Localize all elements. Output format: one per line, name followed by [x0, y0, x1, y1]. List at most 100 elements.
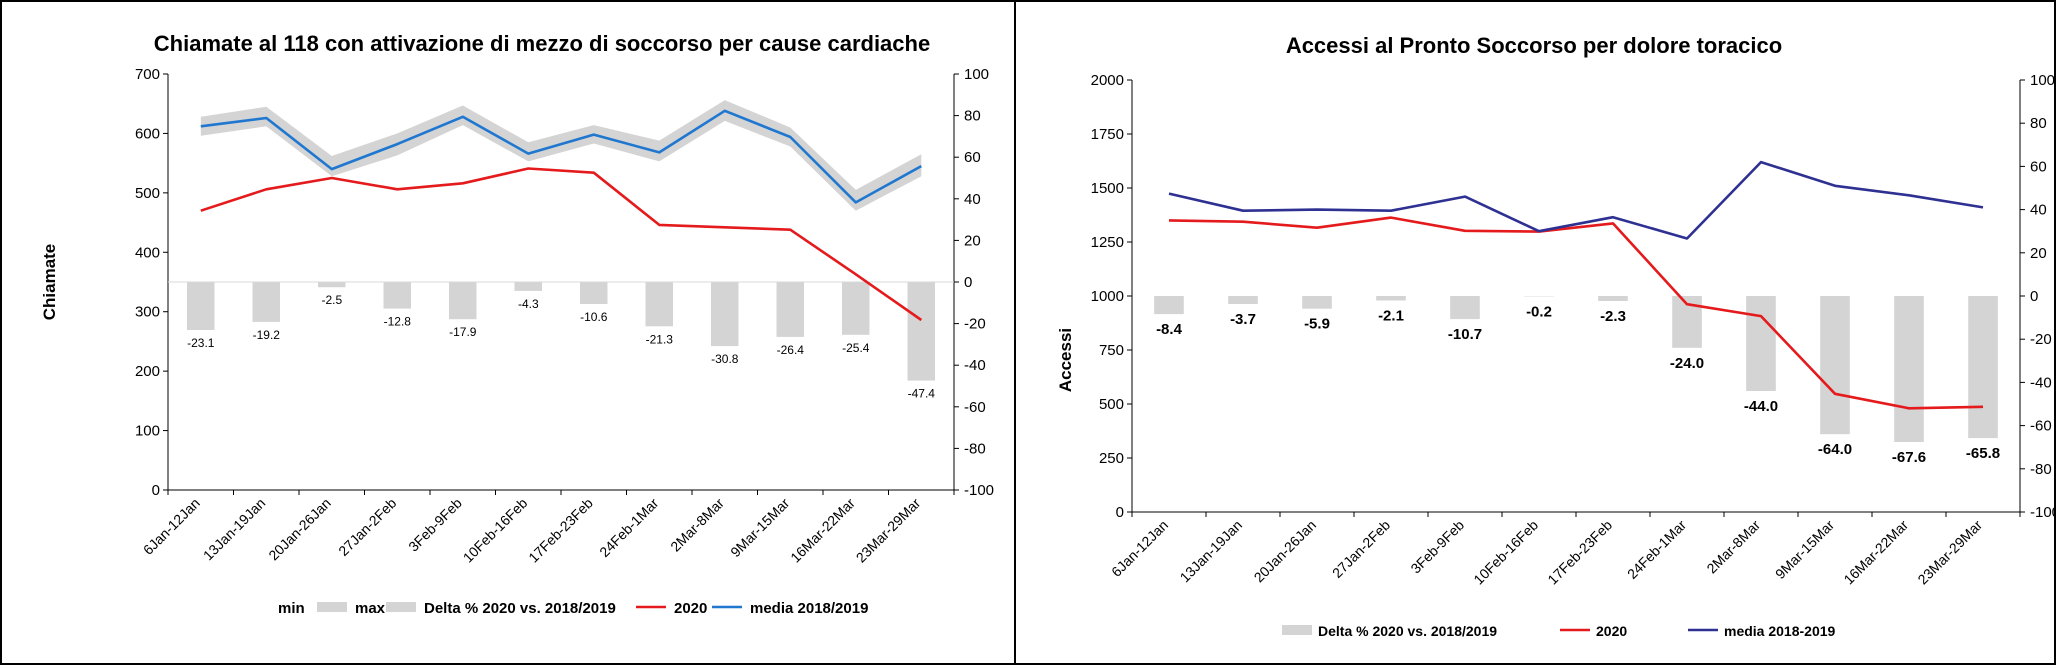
data-label: -23.1	[187, 336, 215, 350]
delta-bar	[187, 282, 215, 330]
band-max-area	[201, 100, 922, 211]
data-labels: -8.4-3.7-5.9-2.1-10.7-0.2-2.3-24.0-44.0-…	[1156, 303, 2000, 466]
x-tick-label: 9Mar-15Mar	[1772, 517, 1837, 582]
data-label: -25.4	[842, 341, 870, 355]
series-line-2020	[201, 169, 922, 321]
y-tick-label: 700	[135, 66, 160, 83]
y2-tick-label: 20	[2030, 245, 2047, 262]
delta-bar	[842, 282, 870, 335]
chart-title: Chiamate al 118 con attivazione di mezzo…	[154, 31, 930, 56]
delta-bar	[1228, 296, 1258, 304]
y2-tick-label: 60	[964, 149, 981, 166]
data-label: -2.3	[1600, 308, 1626, 325]
x-tick-label: 27Jan-2Feb	[335, 495, 399, 559]
y-tick-label: 1250	[1091, 234, 1124, 251]
data-label: -2.1	[1378, 308, 1404, 325]
delta-bar	[1154, 296, 1184, 314]
y-tick-label: 500	[1099, 396, 1124, 413]
data-label: -30.8	[711, 352, 739, 366]
legend-label: min	[278, 600, 305, 617]
y-tick-label: 250	[1099, 450, 1124, 467]
x-tick-label: 9Mar-15Mar	[727, 495, 792, 560]
x-tick-label: 16Mar-22Mar	[787, 495, 858, 566]
data-label: -3.7	[1230, 311, 1256, 328]
y2-tick-label: -40	[964, 357, 986, 374]
delta-bar	[1376, 296, 1406, 301]
x-tick-label: 23Mar-29Mar	[853, 495, 924, 566]
legend-label: 2020	[674, 600, 707, 617]
y-tick-label: 1000	[1091, 288, 1124, 305]
delta-bar	[1820, 296, 1850, 434]
series-lines	[1169, 162, 1983, 408]
series-line-2020	[1169, 218, 1983, 409]
delta-bar	[1302, 296, 1332, 309]
x-tick-label: 10Feb-16Feb	[460, 495, 531, 566]
delta-bar	[711, 282, 739, 346]
x-tick-label: 20Jan-26Jan	[265, 495, 334, 564]
legend-label: Delta % 2020 vs. 2018/2019	[424, 600, 616, 617]
y2-tick-label: -100	[964, 482, 994, 499]
delta-bar	[1746, 296, 1776, 391]
data-label: -65.8	[1966, 445, 2000, 462]
delta-bar	[1450, 296, 1480, 319]
y2-tick-label: 0	[964, 274, 972, 291]
chart-chiamate-118: Chiamate al 118 con attivazione di mezzo…	[2, 2, 1014, 663]
data-label: -24.0	[1670, 355, 1704, 372]
y2-tick-label: -20	[2030, 331, 2052, 348]
x-tick-label: 10Feb-16Feb	[1470, 517, 1541, 588]
x-tick-label: 17Feb-23Feb	[525, 495, 596, 566]
x-tick-label: 13Jan-19Jan	[200, 495, 269, 564]
y-tick-label: 750	[1099, 342, 1124, 359]
data-label: -21.3	[646, 332, 674, 346]
y-tick-label: 0	[1116, 504, 1124, 521]
legend-label: Delta % 2020 vs. 2018/2019	[1318, 623, 1497, 639]
x-tick-label: 13Jan-19Jan	[1177, 517, 1246, 586]
chart-title: Accessi al Pronto Soccorso per dolore to…	[1286, 33, 1782, 58]
x-tick-label: 2Mar-8Mar	[1703, 517, 1763, 577]
y2-tick-label: -80	[964, 440, 986, 457]
y-tick-label: 600	[135, 125, 160, 142]
y2-tick-label: 0	[2030, 288, 2038, 305]
y-tick-label: 1750	[1091, 126, 1124, 143]
y2-tick-label: 80	[2030, 115, 2047, 132]
x-tick-label: 17Feb-23Feb	[1544, 517, 1615, 588]
panel-pronto-soccorso: Accessi al Pronto Soccorso per dolore to…	[1014, 0, 2056, 665]
y-tick-label: 0	[152, 482, 160, 499]
x-tick-label: 6Jan-12Jan	[140, 495, 203, 558]
data-label: -0.2	[1526, 303, 1552, 320]
data-labels: -23.1-19.2-2.5-12.8-17.9-4.3-10.6-21.3-3…	[187, 293, 935, 400]
y2-tick-label: 20	[964, 232, 981, 249]
y-tick-label: 1500	[1091, 180, 1124, 197]
panel-chiamate-118: Chiamate al 118 con attivazione di mezzo…	[0, 0, 1016, 665]
delta-bar	[646, 282, 674, 326]
y2-tick-label: 100	[964, 66, 989, 83]
x-tick-label: 24Feb-1Mar	[596, 495, 661, 560]
data-label: -67.6	[1892, 449, 1926, 466]
data-label: -8.4	[1156, 321, 1183, 338]
delta-bar	[908, 282, 936, 381]
y2-tick-label: 60	[2030, 158, 2047, 175]
data-label: -10.6	[580, 310, 608, 324]
x-tick-label: 16Mar-22Mar	[1840, 517, 1911, 588]
x-tick-label: 27Jan-2Feb	[1329, 517, 1393, 581]
data-label: -44.0	[1744, 398, 1778, 415]
data-label: -10.7	[1448, 326, 1482, 343]
y-axis-label: Accessi	[1056, 328, 1075, 392]
delta-bar	[384, 282, 412, 309]
y-tick-label: 100	[135, 423, 160, 440]
y2-tick-label: 40	[2030, 202, 2047, 219]
y-tick-label: 300	[135, 304, 160, 321]
min-max-band	[201, 100, 922, 211]
data-label: -64.0	[1818, 441, 1852, 458]
y2-tick-label: -60	[964, 399, 986, 416]
y2-tick-label: 80	[964, 108, 981, 125]
delta-bar	[515, 282, 543, 291]
data-label: -19.2	[253, 328, 281, 342]
x-tick-label: 2Mar-8Mar	[667, 495, 727, 555]
y-tick-label: 400	[135, 244, 160, 261]
delta-bar	[253, 282, 281, 322]
legend-swatch	[317, 602, 347, 612]
